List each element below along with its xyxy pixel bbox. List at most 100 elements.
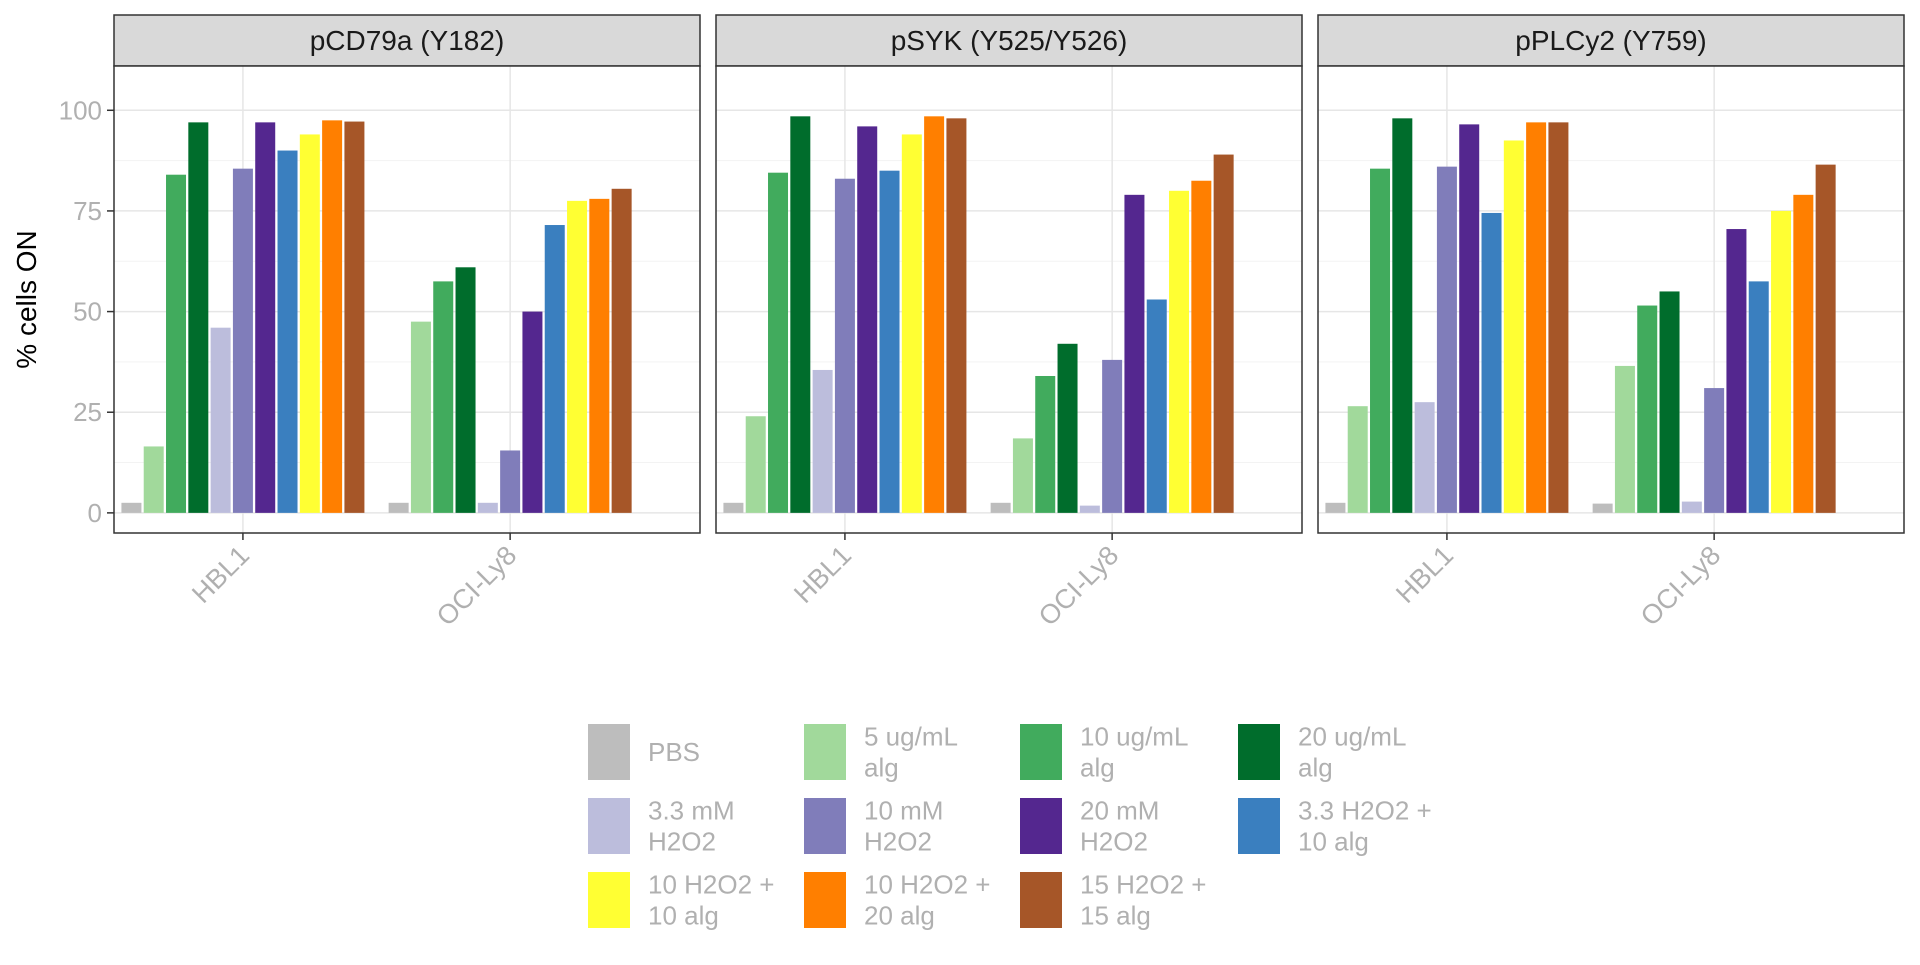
bar-oci-ly8-4 xyxy=(455,267,476,513)
bar-oci-ly8-10 xyxy=(589,198,610,513)
bar-oci-ly8-6 xyxy=(500,450,521,513)
legend-item: PBS xyxy=(588,724,700,780)
bar-oci-ly8-9 xyxy=(567,200,588,513)
legend-swatch xyxy=(1238,724,1280,780)
bar-hbl1-1 xyxy=(121,502,142,513)
bar-oci-ly8-8 xyxy=(1146,299,1167,513)
bar-oci-ly8-7 xyxy=(1124,194,1145,513)
legend-swatch xyxy=(1238,798,1280,854)
bar-hbl1-1 xyxy=(723,502,744,513)
bar-hbl1-2 xyxy=(1347,406,1368,513)
y-tick-label: 25 xyxy=(73,397,102,427)
y-tick-label: 100 xyxy=(59,95,102,125)
bar-oci-ly8-6 xyxy=(1102,359,1123,513)
bar-oci-ly8-2 xyxy=(1614,365,1635,513)
legend-label: 10 H2O2 +20 alg xyxy=(864,870,990,931)
legend-label: 10 mM H2O2 xyxy=(864,796,943,857)
bar-oci-ly8-2 xyxy=(410,321,431,513)
bar-oci-ly8-11 xyxy=(611,188,632,513)
y-axis-title: % cells ON xyxy=(11,230,42,368)
bar-oci-ly8-8 xyxy=(544,225,565,513)
bar-oci-ly8-2 xyxy=(1012,438,1033,513)
legend-label: 3.3 H2O2 +10 alg xyxy=(1298,796,1432,857)
bar-hbl1-5 xyxy=(1414,402,1435,513)
legend-swatch xyxy=(588,872,630,928)
bar-hbl1-11 xyxy=(1548,122,1569,513)
legend-swatch xyxy=(1020,724,1062,780)
bar-hbl1-6 xyxy=(1436,166,1457,513)
bar-hbl1-11 xyxy=(344,121,365,513)
legend-swatch xyxy=(588,724,630,780)
legend-label: 20 ug/mL alg xyxy=(1298,722,1406,783)
legend-item: 3.3 H2O2 +10 alg xyxy=(1238,796,1432,857)
bar-hbl1-7 xyxy=(255,122,276,513)
bar-hbl1-3 xyxy=(768,172,789,513)
bar-hbl1-9 xyxy=(1503,140,1524,513)
legend-swatch xyxy=(588,798,630,854)
panel-border xyxy=(715,65,1303,534)
bar-hbl1-7 xyxy=(1459,124,1480,513)
bar-hbl1-9 xyxy=(901,134,922,513)
bar-oci-ly8-3 xyxy=(433,281,454,513)
bar-hbl1-11 xyxy=(946,118,967,513)
x-tick-label: OCI-Ly8 xyxy=(431,540,523,632)
legend-item: 20 mM H2O2 xyxy=(1020,796,1159,857)
bar-hbl1-1 xyxy=(1325,502,1346,513)
legend-label: 10 H2O2 +10 alg xyxy=(648,870,774,931)
legend-swatch xyxy=(804,798,846,854)
bar-oci-ly8-3 xyxy=(1637,305,1658,513)
legend-item: 10 mM H2O2 xyxy=(804,796,943,857)
y-tick-label: 75 xyxy=(73,196,102,226)
panel-title: pCD79a (Y182) xyxy=(310,25,505,56)
x-tick-label: HBL1 xyxy=(1390,540,1459,609)
panel-strip xyxy=(1317,14,1905,67)
legend-swatch xyxy=(804,724,846,780)
bar-hbl1-10 xyxy=(924,116,945,513)
bar-hbl1-4 xyxy=(790,116,811,513)
bar-oci-ly8-10 xyxy=(1191,180,1212,513)
bar-hbl1-5 xyxy=(210,327,231,513)
bar-oci-ly8-5 xyxy=(1079,505,1100,513)
bar-oci-ly8-11 xyxy=(1213,154,1234,513)
bar-hbl1-7 xyxy=(857,126,878,513)
legend-label: 15 H2O2 +15 alg xyxy=(1080,870,1206,931)
legend-item: 10 H2O2 +10 alg xyxy=(588,870,774,931)
bar-hbl1-3 xyxy=(166,174,187,513)
bar-hbl1-2 xyxy=(745,416,766,513)
bar-oci-ly8-11 xyxy=(1815,164,1836,513)
legend-item: 3.3 mM H2O2 xyxy=(588,796,735,857)
legend: PBS 5 ug/mL alg 10 ug/mL alg 20 ug/mL alg 3.3 m… xyxy=(588,722,1432,931)
bar-hbl1-10 xyxy=(322,120,343,513)
bar-hbl1-9 xyxy=(299,134,320,513)
bar-oci-ly8-4 xyxy=(1057,343,1078,513)
bar-oci-ly8-7 xyxy=(1726,229,1747,513)
bar-hbl1-8 xyxy=(277,150,298,513)
panel-strip xyxy=(113,14,701,67)
legend-item: 20 ug/mL alg xyxy=(1238,722,1406,783)
panel-border xyxy=(113,65,701,534)
panel-strip xyxy=(715,14,1303,67)
legend-item: 15 H2O2 +15 alg xyxy=(1020,870,1206,931)
bar-oci-ly8-8 xyxy=(1748,281,1769,513)
panel-border xyxy=(1317,65,1905,534)
legend-item: 10 ug/mL alg xyxy=(1020,722,1188,783)
bar-oci-ly8-1 xyxy=(990,502,1011,513)
bar-hbl1-10 xyxy=(1526,122,1547,513)
bar-oci-ly8-10 xyxy=(1793,194,1814,513)
panel-2: pSYK (Y525/Y526) HBL1 OCI-Ly8 xyxy=(715,14,1303,632)
bar-hbl1-8 xyxy=(879,170,900,513)
bar-oci-ly8-5 xyxy=(1681,501,1702,513)
legend-label: 3.3 mM H2O2 xyxy=(648,796,735,857)
legend-label: 20 mM H2O2 xyxy=(1080,796,1159,857)
bar-hbl1-5 xyxy=(812,369,833,513)
bar-oci-ly8-9 xyxy=(1169,190,1190,513)
bar-hbl1-2 xyxy=(143,446,164,513)
bar-oci-ly8-1 xyxy=(1592,503,1613,513)
y-tick-label: 50 xyxy=(73,297,102,327)
bar-hbl1-4 xyxy=(188,122,209,513)
bar-oci-ly8-3 xyxy=(1035,375,1056,513)
panel-title: pPLCy2 (Y759) xyxy=(1515,25,1706,56)
legend-swatch xyxy=(1020,798,1062,854)
